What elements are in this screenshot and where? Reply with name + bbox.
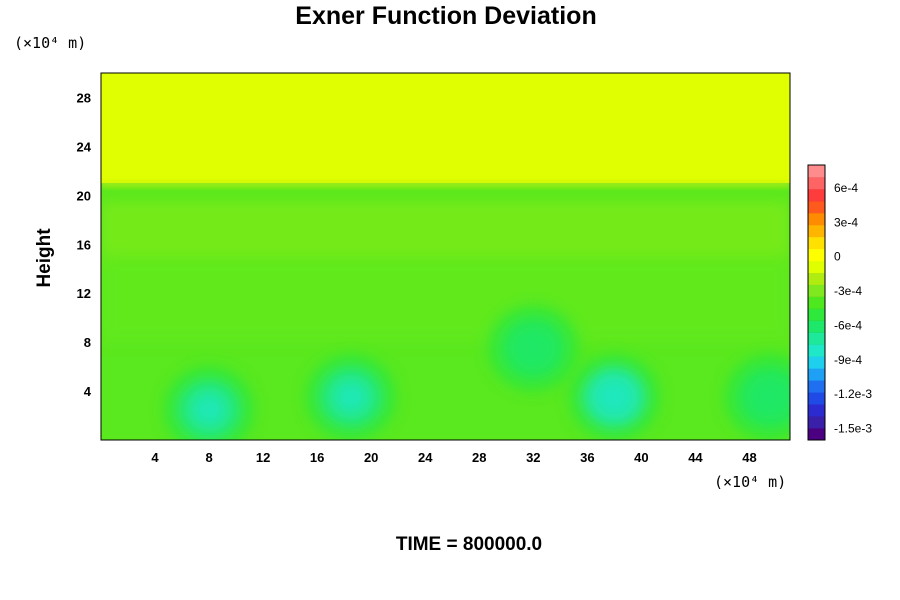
x-tick-12: 12 bbox=[256, 450, 270, 465]
colorbar-segment bbox=[808, 224, 825, 238]
x-tick-32: 32 bbox=[526, 450, 540, 465]
colorbar-tick-label: 0 bbox=[834, 250, 841, 264]
colorbar-segment bbox=[808, 404, 825, 417]
colorbar-tick-label: 3e-4 bbox=[834, 215, 858, 229]
time-label: TIME = 800000.0 bbox=[396, 534, 542, 555]
chart-title: Exner Function Deviation bbox=[295, 2, 596, 30]
y-tick-28: 28 bbox=[77, 90, 91, 105]
colorbar-segment bbox=[808, 188, 825, 202]
y-tick-24: 24 bbox=[77, 139, 92, 154]
mid-band bbox=[101, 256, 790, 343]
x-tick-40: 40 bbox=[634, 450, 648, 465]
colorbar-segment bbox=[808, 200, 825, 214]
x-tick-4: 4 bbox=[151, 450, 159, 465]
y-tick-4: 4 bbox=[84, 384, 92, 399]
anomaly-blob-4-ring-3 bbox=[516, 332, 551, 365]
x-tick-28: 28 bbox=[472, 450, 486, 465]
colorbar-tick-label: -1.2e-3 bbox=[834, 387, 872, 401]
x-tick-48: 48 bbox=[742, 450, 756, 465]
x-axis-ticks: 4 8 12 16 20 24 28 32 36 40 44 48 bbox=[151, 450, 756, 465]
colorbar-segment bbox=[808, 296, 825, 309]
colorbar-segment bbox=[808, 248, 825, 262]
y-axis-ticks: 4 8 12 16 20 24 28 bbox=[77, 90, 92, 399]
y-unit-label: (×10⁴ m) bbox=[14, 34, 86, 52]
colorbar-tick-label: -1.5e-3 bbox=[834, 422, 872, 436]
y-tick-20: 20 bbox=[77, 188, 91, 203]
x-tick-44: 44 bbox=[688, 450, 703, 465]
x-tick-36: 36 bbox=[580, 450, 594, 465]
anomaly-blob-1-ring-3 bbox=[192, 393, 226, 426]
colorbar-segment bbox=[808, 212, 825, 226]
x-unit-label: (×10⁴ m) bbox=[714, 473, 786, 491]
x-tick-24: 24 bbox=[418, 450, 433, 465]
transition-band bbox=[101, 201, 790, 257]
colorbar-segment bbox=[808, 260, 825, 274]
colorbar-frame bbox=[807, 164, 826, 441]
colorbar-segment bbox=[808, 308, 825, 321]
colorbar-segment bbox=[808, 272, 825, 285]
colorbar bbox=[807, 164, 826, 441]
y-tick-16: 16 bbox=[77, 237, 91, 252]
x-tick-20: 20 bbox=[364, 450, 378, 465]
colorbar-tick-label: -9e-4 bbox=[834, 353, 862, 367]
colorbar-segment bbox=[808, 332, 825, 345]
colorbar-segment bbox=[808, 368, 825, 381]
colorbar-segment bbox=[808, 176, 825, 190]
upper-layer bbox=[101, 73, 790, 184]
colorbar-segment bbox=[808, 284, 825, 297]
colorbar-segment bbox=[808, 416, 825, 429]
colorbar-segment bbox=[808, 320, 825, 333]
colorbar-tick-label: -6e-4 bbox=[834, 318, 862, 332]
colorbar-segment bbox=[808, 380, 825, 393]
colorbar-segment bbox=[808, 236, 825, 250]
colorbar-segment bbox=[808, 165, 825, 178]
anomaly-blob-5-ring-3 bbox=[752, 381, 787, 414]
y-tick-8: 8 bbox=[84, 335, 91, 350]
x-tick-8: 8 bbox=[205, 450, 212, 465]
heatmap-field bbox=[101, 73, 790, 440]
colorbar-ticks: 6e-4 3e-4 0 -3e-4 -6e-4 -9e-4 -1.2e-3 -1.5e-3 bbox=[834, 181, 872, 436]
colorbar-segment bbox=[808, 356, 825, 369]
y-axis-label: Height bbox=[34, 228, 55, 288]
anomaly-blob-3-ring-3 bbox=[597, 381, 632, 414]
x-tick-16: 16 bbox=[310, 450, 324, 465]
colorbar-tick-label: -3e-4 bbox=[834, 284, 862, 298]
boundary-wisp bbox=[101, 181, 790, 188]
plot-frame bbox=[100, 72, 791, 441]
colorbar-segment bbox=[808, 344, 825, 357]
colorbar-tick-label: 6e-4 bbox=[834, 181, 858, 195]
colorbar-segment bbox=[808, 428, 825, 441]
y-tick-12: 12 bbox=[77, 286, 91, 301]
colorbar-segment bbox=[808, 392, 825, 405]
anomaly-blob-2-ring-3 bbox=[334, 381, 368, 414]
